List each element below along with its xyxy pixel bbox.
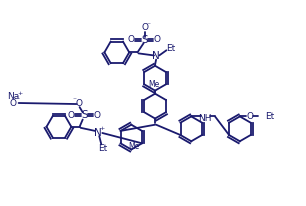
Text: Et: Et	[166, 44, 175, 53]
Text: O: O	[75, 98, 82, 108]
Text: Me: Me	[148, 80, 160, 89]
Text: ⁻: ⁻	[17, 98, 20, 103]
Text: Et: Et	[98, 144, 107, 153]
Text: O: O	[94, 111, 101, 120]
Text: ⁻: ⁻	[147, 20, 151, 29]
Text: NH: NH	[198, 114, 211, 123]
Text: Na: Na	[7, 92, 20, 101]
Text: O: O	[247, 112, 254, 121]
Text: +: +	[100, 126, 105, 131]
Text: +: +	[17, 91, 22, 96]
Text: O: O	[141, 23, 148, 32]
Text: O: O	[128, 35, 135, 44]
Text: O: O	[10, 98, 17, 108]
Text: N: N	[94, 128, 102, 138]
Text: ⁻: ⁻	[73, 95, 76, 104]
Text: S: S	[141, 35, 148, 45]
Text: Et: Et	[265, 112, 274, 121]
Text: S: S	[81, 110, 88, 120]
Text: Me: Me	[129, 142, 140, 151]
Text: O: O	[154, 35, 161, 44]
Text: O: O	[68, 111, 75, 120]
Text: N: N	[152, 52, 160, 61]
